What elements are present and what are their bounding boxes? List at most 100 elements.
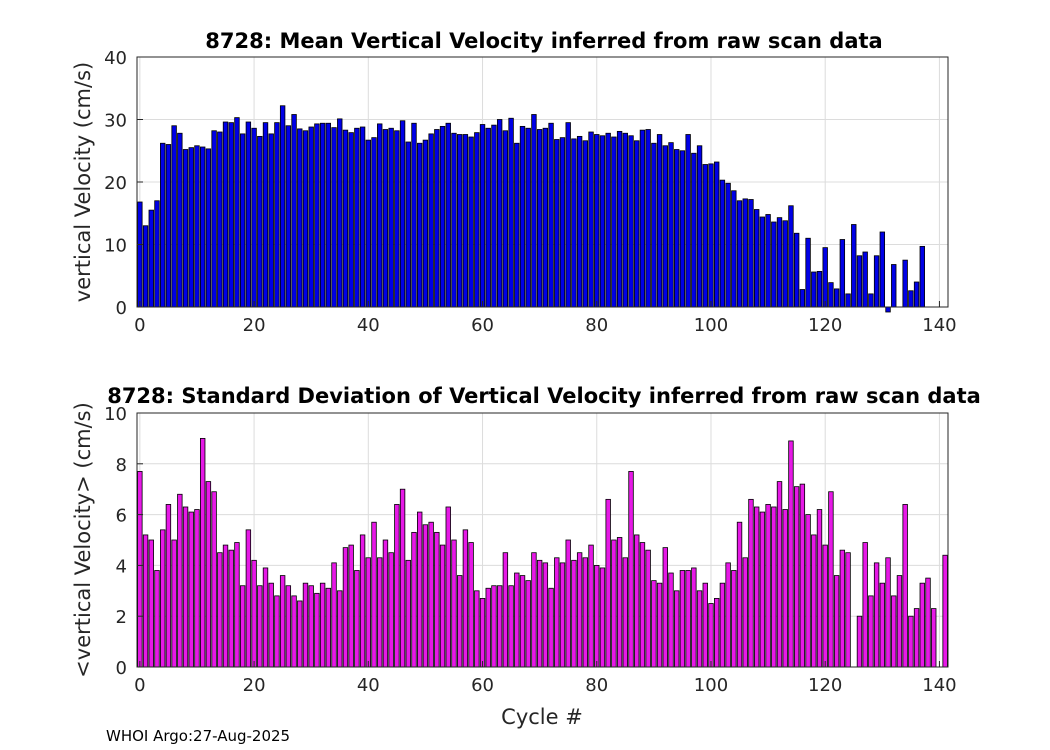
x-tick-label: 20 xyxy=(243,315,266,336)
bar-cycle-108 xyxy=(753,209,760,308)
bar-cycle-74 xyxy=(559,562,566,668)
bar-cycle-49 xyxy=(417,511,423,668)
bar-cycle-96 xyxy=(685,134,691,308)
bar-cycle-87 xyxy=(634,534,640,668)
std-velocity-axes-box xyxy=(136,412,949,668)
bar-cycle-4 xyxy=(160,142,166,308)
bar-cycle-98 xyxy=(696,145,703,308)
y-tick-label: 6 xyxy=(116,506,127,527)
bar-cycle-114 xyxy=(788,440,794,668)
bar-cycle-22 xyxy=(262,122,269,308)
bar-cycle-138 xyxy=(925,577,931,668)
bar-cycle-59 xyxy=(474,132,480,308)
bar-cycle-9 xyxy=(188,147,194,308)
bar-cycle-34 xyxy=(331,127,337,308)
bar-cycle-38 xyxy=(354,127,360,308)
bar-cycle-81 xyxy=(599,135,606,308)
bar-cycle-83 xyxy=(611,136,617,308)
bar-cycle-90 xyxy=(651,142,657,308)
bar-cycle-73 xyxy=(554,557,560,668)
bar-cycle-3 xyxy=(154,570,160,668)
bar-cycle-93 xyxy=(668,572,674,668)
bar-cycle-55 xyxy=(451,132,457,308)
bar-cycle-73 xyxy=(554,139,560,308)
bar-cycle-44 xyxy=(388,127,394,308)
bar-cycle-89 xyxy=(645,129,651,308)
bar-cycle-53 xyxy=(439,125,446,308)
bar-cycle-68 xyxy=(525,127,531,308)
bar-cycle-120 xyxy=(822,544,828,668)
x-tick-label: 140 xyxy=(922,315,956,336)
bar-cycle-80 xyxy=(594,565,600,668)
bar-cycle-78 xyxy=(582,140,589,308)
bar-cycle-112 xyxy=(776,217,783,308)
bar-cycle-102 xyxy=(719,179,726,308)
bar-cycle-135 xyxy=(908,615,914,668)
std-velocity-ticks: 0 20 40 60 80 100 120 140 0 2 4 6 8 10 xyxy=(104,404,957,696)
mean-velocity-title: 8728: Mean Vertical Velocity inferred fr… xyxy=(205,29,882,53)
bar-cycle-65 xyxy=(508,117,514,308)
bar-cycle-60 xyxy=(479,124,486,308)
bar-cycle-128 xyxy=(868,595,874,668)
bar-cycle-48 xyxy=(411,531,417,668)
bar-cycle-98 xyxy=(696,590,703,668)
bar-cycle-41 xyxy=(371,137,377,308)
bar-cycle-94 xyxy=(674,149,680,308)
bar-cycle-14 xyxy=(217,552,223,668)
bar-cycle-16 xyxy=(228,122,234,308)
std-velocity-chart: 0 20 40 60 80 100 120 140 0 2 4 6 8 10 8728: Standard… xyxy=(71,384,981,729)
bar-cycle-26 xyxy=(285,585,292,668)
bar-cycle-53 xyxy=(439,544,446,668)
bar-cycle-35 xyxy=(337,118,343,308)
bar-cycle-110 xyxy=(765,214,771,308)
bar-cycle-97 xyxy=(691,567,697,668)
bar-cycle-37 xyxy=(348,132,354,308)
bar-cycle-18 xyxy=(239,585,246,668)
bar-cycle-109 xyxy=(759,216,766,308)
bar-cycle-25 xyxy=(279,105,286,308)
bar-cycle-121 xyxy=(828,282,834,308)
bar-cycle-79 xyxy=(588,131,594,308)
bar-cycle-70 xyxy=(536,559,543,668)
bar-cycle-130 xyxy=(879,582,886,668)
y-tick-label: 0 xyxy=(116,298,127,319)
bar-cycle-36 xyxy=(342,547,349,668)
bar-cycle-113 xyxy=(782,220,788,308)
bar-cycle-97 xyxy=(691,152,697,308)
bar-cycle-117 xyxy=(805,514,811,668)
x-tick-label: 100 xyxy=(694,315,728,336)
bar-cycle-113 xyxy=(782,509,788,668)
bar-cycle-141 xyxy=(942,554,948,668)
y-tick-label: 20 xyxy=(104,173,127,194)
bar-cycle-10 xyxy=(194,509,200,668)
bar-cycle-83 xyxy=(611,539,617,668)
bar-cycle-50 xyxy=(422,524,429,668)
x-tick-label: 0 xyxy=(134,315,145,336)
std-velocity-ylabel: <vertical Velocity> (cm/s) xyxy=(71,402,95,678)
bar-cycle-6 xyxy=(171,125,177,308)
bar-cycle-17 xyxy=(234,117,240,308)
y-tick-label: 2 xyxy=(116,607,127,628)
bar-cycle-127 xyxy=(862,542,868,668)
bar-cycle-63 xyxy=(496,585,503,668)
bar-cycle-8 xyxy=(182,149,189,308)
x-tick-label: 20 xyxy=(243,675,266,696)
bar-cycle-107 xyxy=(748,199,754,308)
x-tick-label: 0 xyxy=(134,675,145,696)
bar-cycle-5 xyxy=(165,504,172,668)
bar-cycle-29 xyxy=(302,130,309,308)
bar-cycle-121 xyxy=(828,491,834,668)
bar-cycle-132 xyxy=(891,264,897,308)
bar-cycle-126 xyxy=(856,615,863,668)
bar-cycle-71 xyxy=(542,127,549,308)
bar-cycle-88 xyxy=(639,542,646,668)
bar-cycle-25 xyxy=(279,575,286,668)
bar-cycle-85 xyxy=(622,557,629,668)
y-tick-label: 0 xyxy=(116,658,127,679)
x-tick-label: 140 xyxy=(922,675,956,696)
bar-cycle-94 xyxy=(674,590,680,668)
bar-cycle-88 xyxy=(639,129,646,308)
bar-cycle-27 xyxy=(291,595,297,668)
bar-cycle-82 xyxy=(605,132,611,308)
bar-cycle-30 xyxy=(308,126,314,308)
